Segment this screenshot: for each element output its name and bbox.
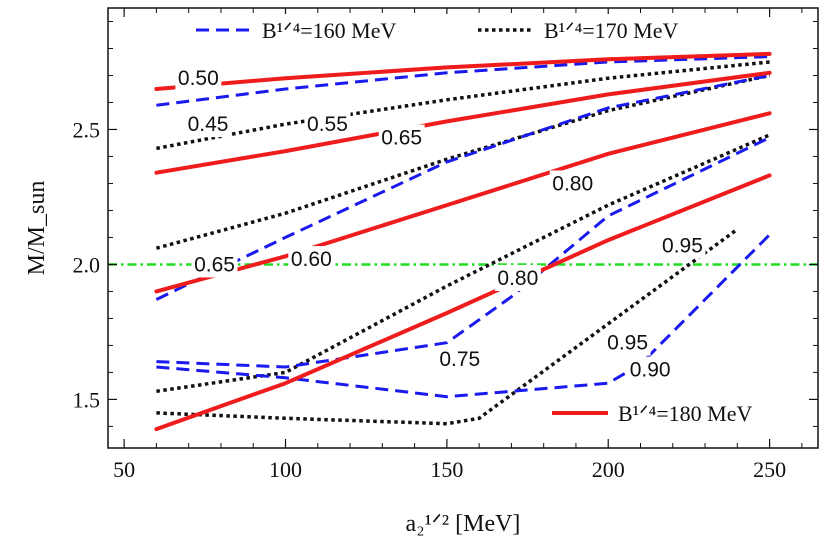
curve-label-bg-6 [191,251,238,278]
curve-label-1: 0.45 [188,113,229,136]
legend-label-1: B¹ᐟ⁴=170 MeV [544,18,678,43]
curve-label-5: 0.95 [662,235,703,258]
series-line-180-11 [154,173,772,432]
y-tick-label-2.5: 2.5 [73,117,101,142]
curve-label-2: 0.55 [307,113,348,136]
plot-layer: 0.50 0.45 0.55 0.65 0.80 0.95 0.65 0.60 0.80 0.95… [108,51,818,432]
curve-label-10: 0.75 [439,348,480,371]
curve-label-3: 0.65 [381,127,422,150]
y-axis-label: M/M_sun [24,181,50,276]
legend: B¹ᐟ⁴=160 MeV B¹ᐟ⁴=170 MeV B¹ᐟ⁴=180 MeV [188,14,806,431]
plot-area [108,51,818,432]
series-line-170-6 [156,133,771,394]
x-tick-label-150: 150 [430,457,463,482]
curve-label-4: 0.80 [552,172,593,195]
x-axis-label: a₂¹ᐟ² [MeV] [406,511,521,537]
curve-label-bg-3 [378,124,425,151]
curve-label-11: 0.90 [630,359,671,382]
series-line-170-7 [156,227,739,426]
curve-label-bg-4 [549,170,596,197]
curve-label-bg-5 [659,232,706,259]
x-tick-label-100: 100 [269,457,302,482]
curve-label-7: 0.60 [291,248,332,271]
y-tick-label-1.5: 1.5 [73,387,101,412]
curve-label-6: 0.65 [194,253,235,276]
y-tick-label-2: 2.0 [73,252,101,277]
plot-frame [107,7,819,449]
curve-label-bg-1 [185,111,232,138]
curve-label-bg-11 [627,356,674,383]
curve-label-9: 0.95 [607,332,648,355]
curve-label-bg-0 [175,65,222,92]
curve-label-bg-2 [304,111,351,138]
legend-item-bg-0 [188,14,458,48]
series-line-180-8 [154,51,772,91]
legend-label-2: B¹ᐟ⁴=180 MeV [618,401,752,426]
x-tick-label-200: 200 [592,457,625,482]
x-tick-label-50: 50 [113,457,135,482]
series-line-160-3 [156,233,771,399]
curve-label-bg-7 [288,246,335,273]
curve-label-bg-9 [604,329,651,356]
curve-label-8: 0.80 [497,267,538,290]
axes-layer: 50 100 150 200 250 1.5 2.0 2.5 a₂¹ᐟ² [MeV] M/M_su… [24,7,819,537]
curve-label-bg-10 [436,345,483,372]
curve-label-bg-8 [494,264,541,291]
series-line-170-5 [155,73,770,250]
series-line-160-2 [156,136,771,369]
series-line-180-10 [154,111,772,294]
legend-label-0: B¹ᐟ⁴=160 MeV [262,18,396,43]
series-line-180-9 [154,70,772,175]
curve-label-0: 0.50 [178,67,219,90]
series-line-160-1 [155,74,770,301]
series-line-170-4 [156,60,770,151]
series-line-160-0 [156,55,770,107]
x-tick-label-250: 250 [753,457,786,482]
